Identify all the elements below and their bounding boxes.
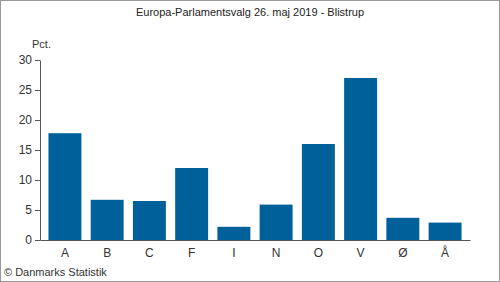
x-tick-label: C: [145, 246, 154, 260]
x-tick-label: Å: [441, 245, 449, 260]
x-tick-label: Ø: [398, 246, 407, 260]
bar: [386, 218, 419, 240]
bar: [133, 201, 166, 240]
x-tick: Å: [441, 240, 449, 260]
y-tick-mark: [35, 210, 40, 211]
x-tick: N: [272, 240, 281, 260]
y-tick-label: 10: [19, 173, 33, 187]
y-tick-mark: [35, 120, 40, 121]
y-tick: 20: [19, 113, 40, 127]
bar: [429, 223, 462, 240]
y-tick: 0: [25, 233, 40, 247]
title: Europa-Parlamentsvalg 26. maj 2019 - Bli…: [136, 6, 364, 18]
y-axis: 0 5 10 15 20 25 30: [19, 53, 41, 247]
x-tick-label: N: [272, 246, 281, 260]
y-tick: 25: [19, 83, 40, 97]
bar: [344, 78, 377, 240]
y-tick-label: 5: [25, 203, 32, 217]
x-tick: F: [188, 240, 195, 260]
bars: [48, 78, 461, 240]
y-tick-label: 15: [19, 143, 33, 157]
frame: [1, 1, 500, 282]
y-tick-mark: [35, 150, 40, 151]
x-tick: A: [61, 240, 69, 260]
x-tick: I: [232, 240, 235, 260]
bar: [302, 144, 335, 240]
x-axis-line: [41, 240, 471, 241]
y-tick-label: 0: [25, 233, 32, 247]
x-tick-label: A: [61, 246, 69, 260]
y-tick-label: 20: [19, 113, 33, 127]
y-tick-mark: [35, 60, 40, 61]
chart-svg: 0 5 10 15 20 25 30 A B C F I N O V Ø Å Europa-Parlamentsv…: [0, 0, 500, 282]
y-tick-mark: [35, 180, 40, 181]
y-tick-label: 30: [19, 53, 33, 67]
y-axis-line: [40, 61, 41, 241]
y-tick: 15: [19, 143, 40, 157]
x-axis: ABCFINOVØÅ: [41, 240, 471, 260]
x-tick-label: B: [103, 246, 111, 260]
bar: [217, 227, 250, 240]
bar: [260, 205, 293, 240]
y-tick: 10: [19, 173, 40, 187]
x-tick-label: O: [314, 246, 323, 260]
source: © Danmarks Statistik: [4, 266, 107, 278]
x-tick-label: F: [188, 246, 195, 260]
x-tick: Ø: [398, 240, 407, 260]
x-tick-label: I: [232, 246, 235, 260]
y-tick-mark: [35, 240, 40, 241]
y-tick-label: 25: [19, 83, 33, 97]
bar: [175, 168, 208, 240]
x-tick: V: [357, 240, 365, 260]
y-tick: 30: [19, 53, 40, 67]
chart-container: 0 5 10 15 20 25 30 A B C F I N O V Ø Å Europa-Parlamentsv…: [0, 0, 500, 282]
x-tick: B: [103, 240, 111, 260]
y-tick-mark: [35, 90, 40, 91]
bar: [48, 133, 81, 240]
bar: [91, 200, 124, 240]
x-tick: C: [145, 240, 154, 260]
y-axis-label: Pct.: [32, 38, 51, 50]
x-tick-label: V: [357, 246, 365, 260]
x-tick: O: [314, 240, 323, 260]
y-tick: 5: [25, 203, 40, 217]
